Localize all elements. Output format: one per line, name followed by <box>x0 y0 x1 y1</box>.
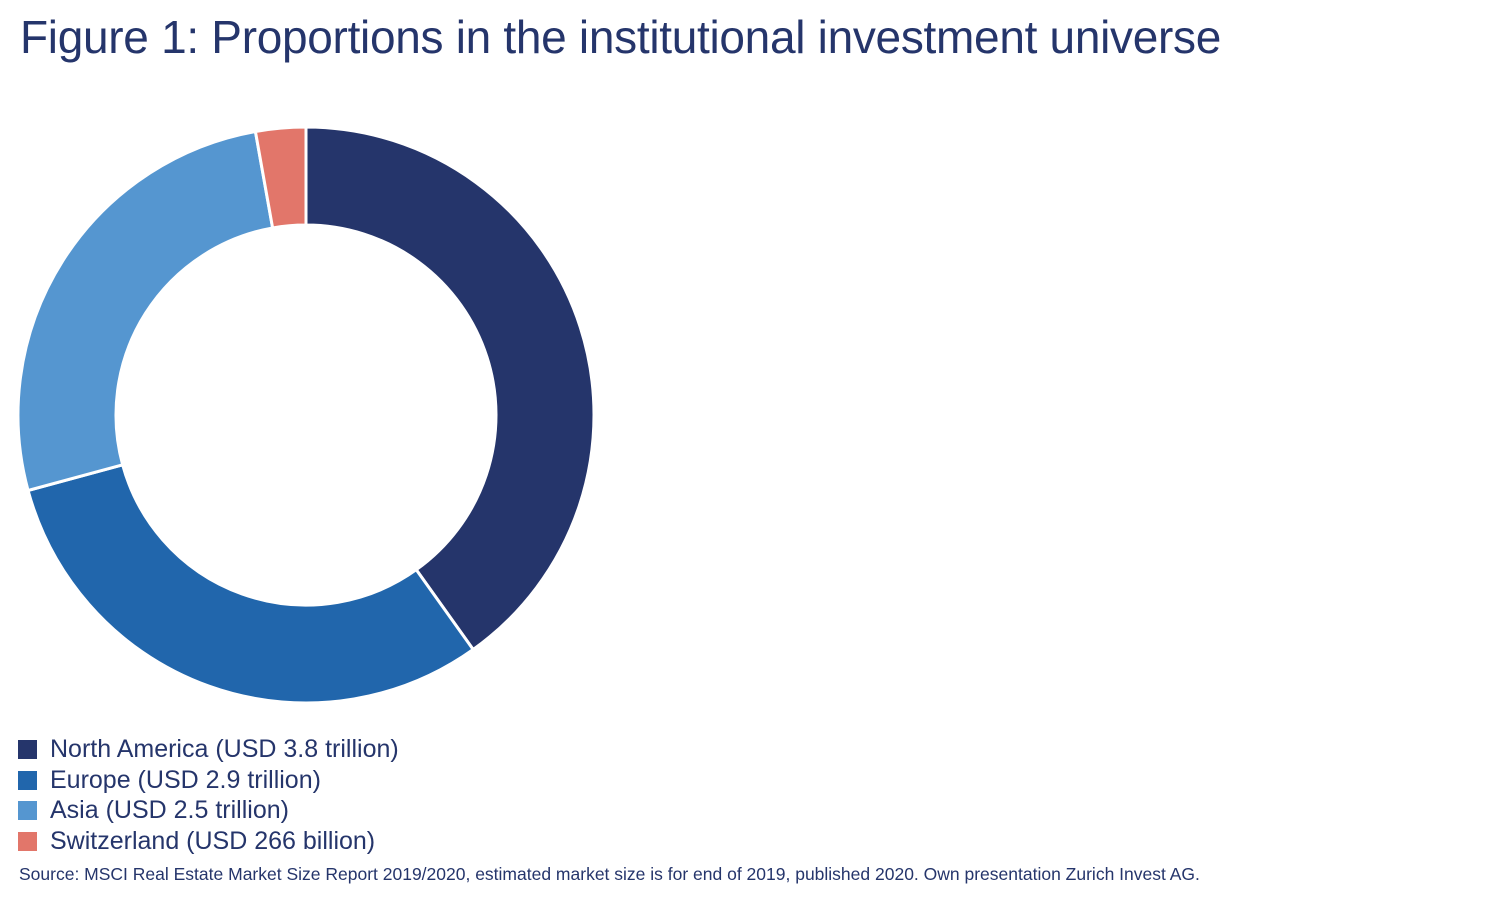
legend-item: Asia (USD 2.5 trillion) <box>18 795 399 826</box>
legend-item: Europe (USD 2.9 trillion) <box>18 765 399 796</box>
legend-swatch <box>18 831 37 851</box>
donut-slice-north-america <box>304 125 596 652</box>
donut-slice-europe <box>26 462 476 705</box>
legend-label: Asia (USD 2.5 trillion) <box>50 796 289 825</box>
legend-label: Switzerland (USD 266 billion) <box>50 826 376 855</box>
legend-item: Switzerland (USD 266 billion) <box>18 826 399 857</box>
donut-slice-asia <box>16 129 275 493</box>
legend-label: Europe (USD 2.9 trillion) <box>50 765 321 794</box>
donut-slice-switzerland <box>253 125 308 230</box>
legend: North America (USD 3.8 trillion) Europe (… <box>18 734 399 857</box>
legend-item: North America (USD 3.8 trillion) <box>18 734 399 765</box>
legend-swatch <box>18 801 37 821</box>
chart-title: Figure 1: Proportions in the institution… <box>20 11 1222 63</box>
source-note: Source: MSCI Real Estate Market Size Rep… <box>19 864 1200 884</box>
legend-swatch <box>18 739 37 759</box>
legend-label: North America (USD 3.8 trillion) <box>50 734 399 763</box>
legend-swatch <box>18 770 37 790</box>
